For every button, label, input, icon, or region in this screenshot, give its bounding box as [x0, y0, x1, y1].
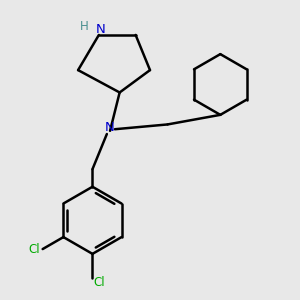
Text: Cl: Cl — [93, 276, 105, 289]
Text: N: N — [96, 23, 105, 36]
Text: Cl: Cl — [29, 243, 40, 256]
Text: N: N — [105, 121, 115, 134]
Text: H: H — [80, 20, 89, 34]
